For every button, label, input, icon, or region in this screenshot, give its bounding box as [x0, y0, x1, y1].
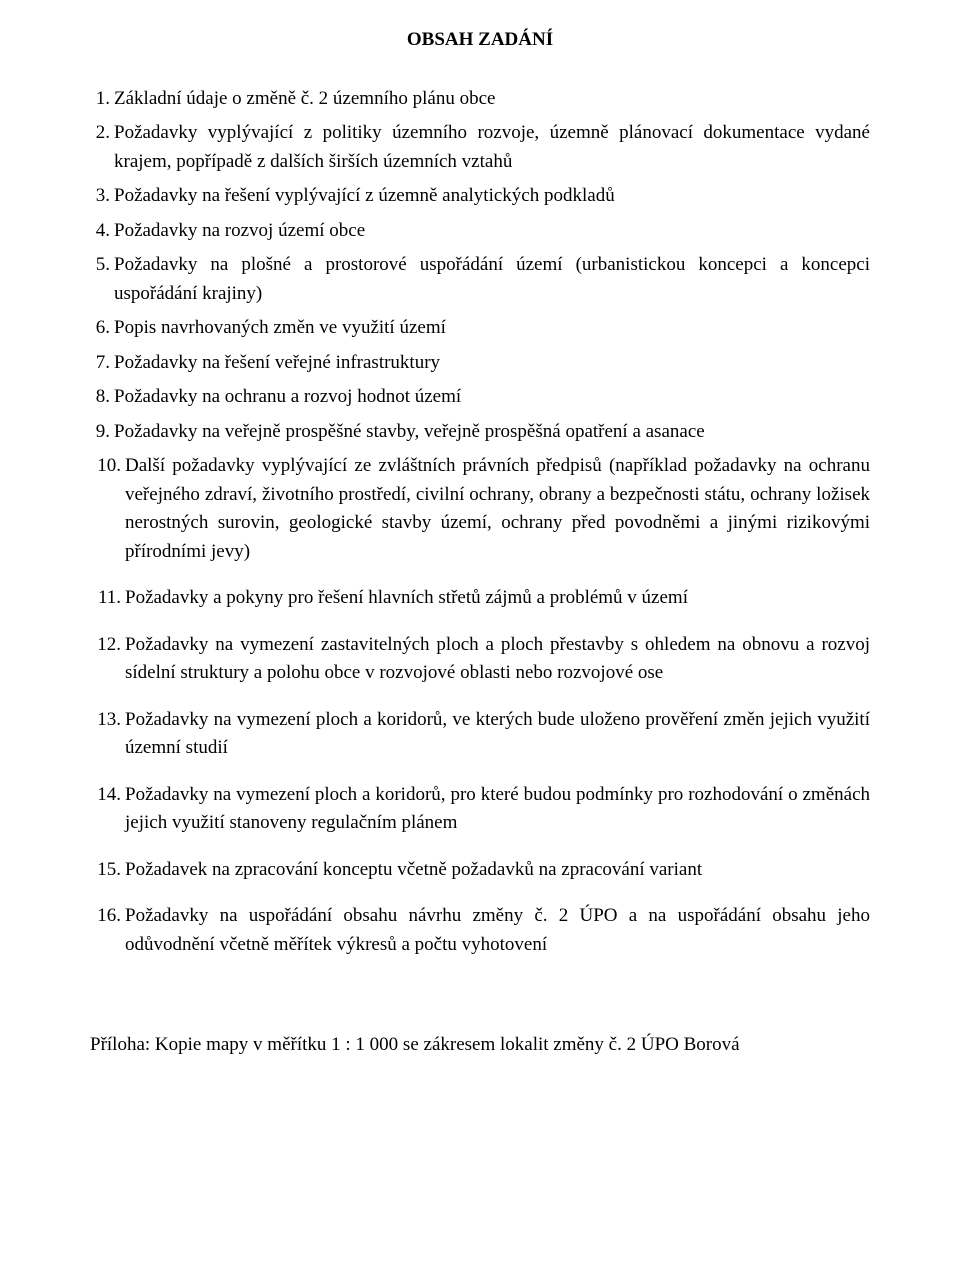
- contents-list-1: 1. Základní údaje o změně č. 2 územního …: [90, 85, 870, 567]
- list-number: 5.: [90, 251, 114, 308]
- list-number: 2.: [90, 119, 114, 176]
- list-item: 15. Požadavek na zpracování konceptu vče…: [90, 856, 870, 885]
- list-item: 10. Další požadavky vyplývající ze zvláš…: [90, 452, 870, 566]
- list-number: 10.: [90, 452, 125, 566]
- list-text: Požadavky na vymezení ploch a koridorů, …: [125, 706, 870, 763]
- list-item: 2. Požadavky vyplývající z politiky územ…: [90, 119, 870, 176]
- list-item: 14. Požadavky na vymezení ploch a korido…: [90, 781, 870, 838]
- list-number: 8.: [90, 383, 114, 412]
- list-item: 16. Požadavky na uspořádání obsahu návrh…: [90, 902, 870, 959]
- list-number: 1.: [90, 85, 114, 114]
- list-text: Požadavky na uspořádání obsahu návrhu zm…: [125, 902, 870, 959]
- list-number: 11.: [90, 584, 125, 613]
- document-title: OBSAH ZADÁNÍ: [90, 26, 870, 55]
- list-item: 1. Základní údaje o změně č. 2 územního …: [90, 85, 870, 114]
- list-item: 3. Požadavky na řešení vyplývající z úze…: [90, 182, 870, 211]
- list-text: Požadavky na plošné a prostorové uspořád…: [114, 251, 870, 308]
- list-text: Požadavky na řešení vyplývající z územně…: [114, 182, 870, 211]
- list-text: Požadavky a pokyny pro řešení hlavních s…: [125, 584, 870, 613]
- list-number: 4.: [90, 217, 114, 246]
- list-text: Požadavky na vymezení zastavitelných plo…: [125, 631, 870, 688]
- list-item: 9. Požadavky na veřejně prospěšné stavby…: [90, 418, 870, 447]
- list-text: Požadavky vyplývající z politiky územníh…: [114, 119, 870, 176]
- list-item: 13. Požadavky na vymezení ploch a korido…: [90, 706, 870, 763]
- list-item: 5. Požadavky na plošné a prostorové uspo…: [90, 251, 870, 308]
- attachment-note: Příloha: Kopie mapy v měřítku 1 : 1 000 …: [90, 1031, 870, 1060]
- list-number: 12.: [90, 631, 125, 688]
- list-text: Popis navrhovaných změn ve využití území: [114, 314, 870, 343]
- list-number: 9.: [90, 418, 114, 447]
- list-text: Základní údaje o změně č. 2 územního plá…: [114, 85, 870, 114]
- list-number: 7.: [90, 349, 114, 378]
- list-number: 15.: [90, 856, 125, 885]
- list-item: 6. Popis navrhovaných změn ve využití úz…: [90, 314, 870, 343]
- list-text: Požadavky na rozvoj území obce: [114, 217, 870, 246]
- list-text: Požadavky na řešení veřejné infrastruktu…: [114, 349, 870, 378]
- list-number: 16.: [90, 902, 125, 959]
- list-text: Požadavky na ochranu a rozvoj hodnot úze…: [114, 383, 870, 412]
- list-item: 4. Požadavky na rozvoj území obce: [90, 217, 870, 246]
- contents-list-2: 11. Požadavky a pokyny pro řešení hlavní…: [90, 584, 870, 959]
- list-text: Požadavek na zpracování konceptu včetně …: [125, 856, 870, 885]
- list-text: Požadavky na vymezení ploch a koridorů, …: [125, 781, 870, 838]
- list-number: 13.: [90, 706, 125, 763]
- list-text: Další požadavky vyplývající ze zvláštníc…: [125, 452, 870, 566]
- list-number: 3.: [90, 182, 114, 211]
- list-number: 14.: [90, 781, 125, 838]
- list-item: 7. Požadavky na řešení veřejné infrastru…: [90, 349, 870, 378]
- list-number: 6.: [90, 314, 114, 343]
- list-item: 12. Požadavky na vymezení zastavitelných…: [90, 631, 870, 688]
- list-item: 8. Požadavky na ochranu a rozvoj hodnot …: [90, 383, 870, 412]
- list-item: 11. Požadavky a pokyny pro řešení hlavní…: [90, 584, 870, 613]
- list-text: Požadavky na veřejně prospěšné stavby, v…: [114, 418, 870, 447]
